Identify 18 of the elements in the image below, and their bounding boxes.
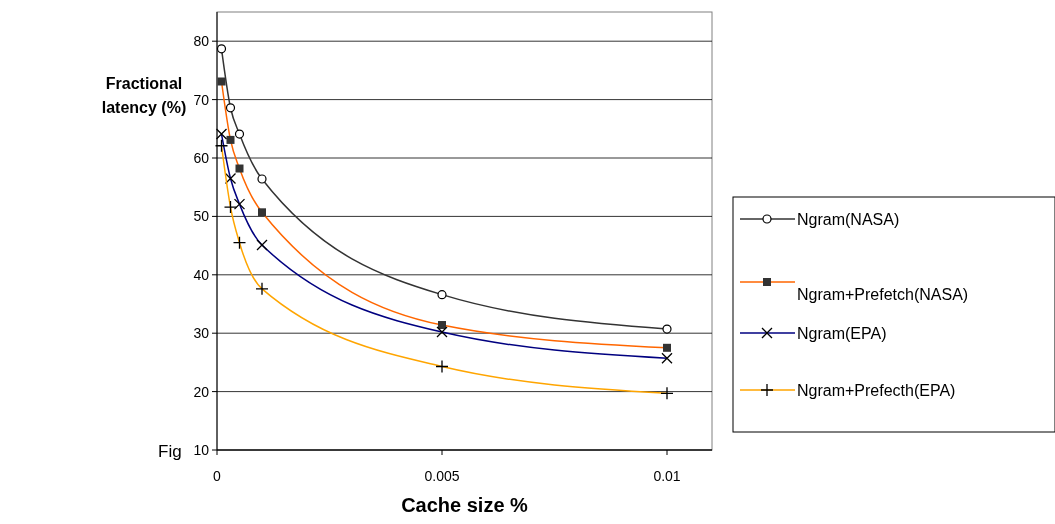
y-axis-title: Fractional latency (%) (101, 74, 187, 116)
y-tick-label: 40 (193, 266, 210, 283)
y-tick-label: 60 (193, 149, 210, 166)
x-tick-label: 0.005 (424, 468, 460, 484)
y-tick-label: 30 (193, 325, 210, 342)
legend-label: Ngram(NASA) (797, 210, 900, 228)
y-tick-label: 80 (193, 33, 210, 50)
y-tick-label: 50 (193, 208, 210, 225)
y-tick-label: 70 (193, 91, 210, 108)
x-tick-label: 0.01 (653, 468, 681, 484)
legend-label: Ngram(EPA) (797, 324, 887, 342)
text: Ngram+Prefetch(NASA) (797, 285, 969, 303)
x-tick-label: 0 (213, 468, 222, 484)
text: Fig (158, 442, 182, 461)
x-axis-title: Cache size % (401, 494, 529, 516)
y-tick-label: 20 (193, 383, 210, 400)
y-tick-label: 10 (193, 441, 210, 458)
legend-label: Ngram+Prefecth(EPA) (797, 381, 956, 399)
